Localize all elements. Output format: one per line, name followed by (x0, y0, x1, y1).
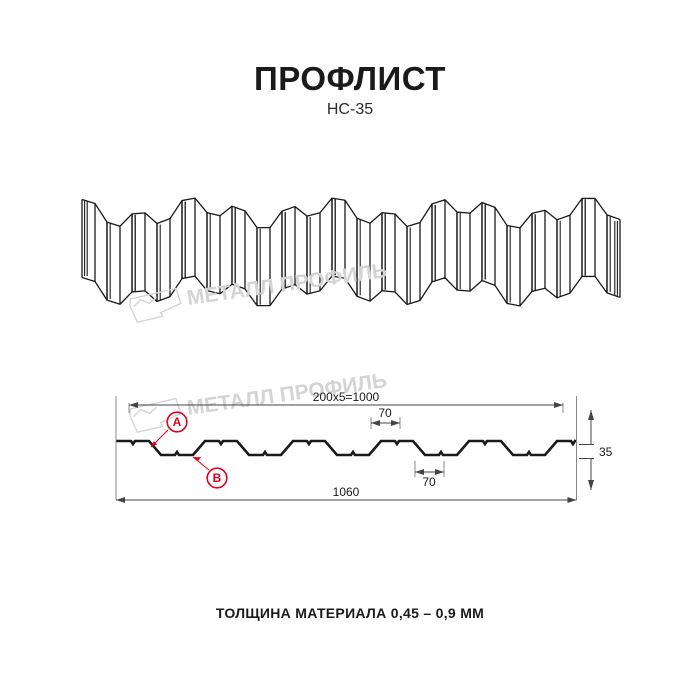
svg-text:200x5=1000: 200x5=1000 (313, 390, 380, 404)
svg-text:A: A (173, 415, 182, 429)
svg-text:70: 70 (378, 406, 392, 420)
svg-text:35: 35 (599, 445, 613, 459)
svg-text:B: B (213, 471, 222, 485)
svg-text:1060: 1060 (333, 485, 360, 499)
svg-text:70: 70 (422, 475, 436, 489)
